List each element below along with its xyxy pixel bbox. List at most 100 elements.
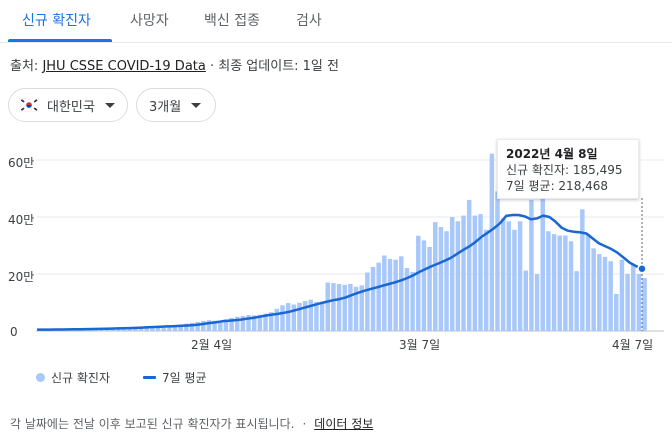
case-bar[interactable] (263, 313, 268, 331)
tab-new-cases[interactable]: 신규 확진자 (22, 13, 91, 29)
case-bar[interactable] (540, 198, 545, 331)
tab-deaths[interactable]: 사망자 (130, 13, 169, 29)
case-bar[interactable] (268, 312, 274, 331)
case-bar[interactable] (138, 327, 144, 331)
case-bar[interactable] (631, 264, 636, 331)
case-bar[interactable] (223, 319, 229, 331)
case-bar[interactable] (218, 321, 223, 331)
case-bar[interactable] (427, 246, 432, 331)
case-bar[interactable] (416, 235, 421, 331)
cases-chart[interactable] (0, 0, 672, 345)
case-bar[interactable] (155, 326, 161, 331)
case-bar[interactable] (342, 284, 347, 331)
case-bar[interactable] (274, 308, 280, 331)
case-bar[interactable] (642, 278, 647, 331)
case-bar[interactable] (308, 299, 314, 331)
tab-bar: 신규 확진자 사망자 백신 접종 검사 (0, 0, 672, 43)
case-bar[interactable] (591, 248, 596, 331)
case-bar[interactable] (483, 229, 489, 331)
case-bar[interactable] (534, 274, 540, 331)
case-bar[interactable] (201, 321, 206, 331)
case-bar[interactable] (399, 256, 404, 331)
case-bar[interactable] (319, 301, 325, 331)
case-bar[interactable] (546, 231, 551, 331)
source-link[interactable]: JHU CSSE COVID-19 Data (42, 59, 206, 74)
case-bar[interactable] (206, 320, 212, 331)
case-bar[interactable] (438, 226, 444, 331)
case-bar[interactable] (178, 324, 183, 331)
case-bar[interactable] (619, 259, 625, 331)
case-bar[interactable] (517, 221, 523, 331)
case-bar[interactable] (246, 315, 251, 331)
case-bar[interactable] (551, 234, 557, 331)
case-bar[interactable] (172, 325, 178, 331)
case-bar[interactable] (302, 301, 308, 331)
case-bar[interactable] (625, 274, 630, 331)
case-bar[interactable] (150, 326, 155, 331)
case-bar[interactable] (251, 315, 257, 331)
case-bar[interactable] (455, 221, 461, 331)
case-bar[interactable] (444, 231, 449, 331)
case-bar[interactable] (529, 199, 534, 331)
case-bar[interactable] (376, 262, 381, 331)
region-dropdown[interactable]: 대한민국 (8, 88, 128, 122)
case-bar[interactable] (466, 199, 472, 331)
case-bar[interactable] (597, 254, 602, 331)
data-info-link[interactable]: 데이터 정보 (314, 417, 374, 431)
case-bar[interactable] (478, 214, 483, 331)
case-bar[interactable] (348, 283, 353, 331)
case-bar[interactable] (167, 325, 172, 331)
case-bar[interactable] (523, 270, 528, 331)
case-bar[interactable] (235, 316, 240, 331)
case-bar[interactable] (557, 235, 562, 331)
case-bar[interactable] (506, 221, 512, 331)
period-dropdown[interactable]: 3개월 (136, 88, 216, 122)
case-bar[interactable] (393, 259, 398, 331)
case-bar[interactable] (433, 222, 438, 331)
case-bar[interactable] (336, 283, 342, 331)
case-bar[interactable] (161, 325, 166, 331)
case-bar[interactable] (291, 304, 297, 332)
case-bar[interactable] (585, 234, 591, 331)
case-bar[interactable] (563, 235, 568, 331)
case-bar[interactable] (512, 229, 517, 331)
case-bar[interactable] (331, 283, 336, 331)
tab-tests[interactable]: 검사 (296, 13, 322, 29)
case-bar[interactable] (461, 215, 466, 331)
case-bar[interactable] (636, 274, 642, 331)
case-bar[interactable] (370, 266, 376, 332)
case-bar[interactable] (580, 209, 585, 331)
case-bar[interactable] (325, 282, 330, 331)
case-bar[interactable] (404, 268, 410, 331)
case-bar[interactable] (285, 303, 291, 331)
case-bar[interactable] (359, 285, 364, 331)
case-bar[interactable] (602, 256, 608, 331)
case-bar[interactable] (314, 301, 319, 331)
case-bar[interactable] (421, 240, 427, 331)
case-bar[interactable] (410, 272, 415, 331)
case-bar[interactable] (229, 317, 234, 331)
case-bar[interactable] (495, 191, 500, 331)
case-bar[interactable] (382, 255, 387, 331)
case-bar[interactable] (189, 322, 195, 331)
case-bar[interactable] (489, 153, 495, 331)
tab-vaccinations[interactable]: 백신 접종 (204, 13, 260, 29)
case-bar[interactable] (387, 258, 393, 331)
case-bar[interactable] (144, 326, 149, 331)
case-bar[interactable] (280, 305, 285, 331)
case-bar[interactable] (449, 217, 455, 331)
case-bar[interactable] (500, 218, 506, 331)
case-bar[interactable] (195, 321, 200, 331)
case-bar[interactable] (257, 314, 263, 331)
case-bar[interactable] (353, 286, 359, 331)
case-bar[interactable] (184, 323, 189, 331)
case-bar[interactable] (574, 271, 579, 331)
case-bar[interactable] (472, 215, 478, 331)
case-bar[interactable] (365, 272, 370, 331)
case-bar[interactable] (240, 315, 246, 331)
case-bar[interactable] (297, 302, 302, 331)
case-bar[interactable] (568, 241, 574, 331)
case-bar[interactable] (608, 261, 613, 331)
case-bar[interactable] (212, 320, 217, 331)
case-bar[interactable] (614, 293, 619, 331)
